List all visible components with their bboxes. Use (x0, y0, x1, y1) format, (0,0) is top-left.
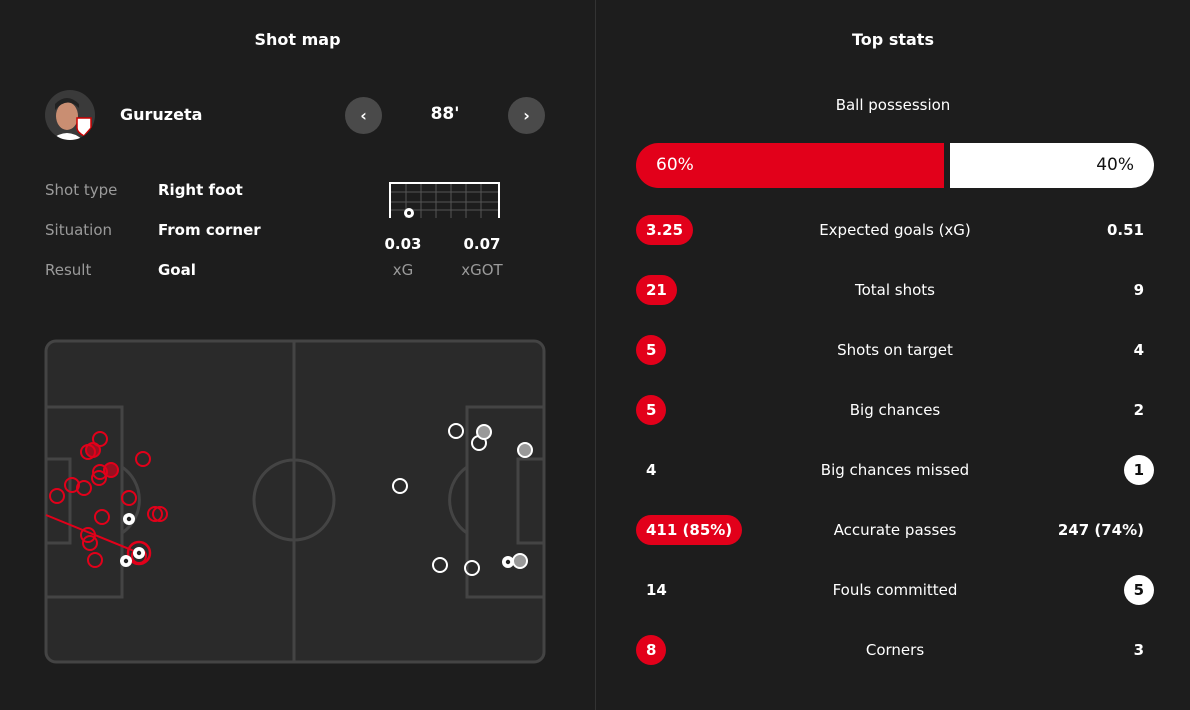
home-shot-marker[interactable] (49, 488, 65, 504)
pitch (44, 339, 546, 664)
ball-pattern (126, 516, 132, 522)
xgot-value: 0.07 (463, 235, 501, 253)
result-value: Goal (158, 261, 196, 279)
stat-row: 21 Total shots 9 (636, 275, 1154, 305)
stat-home-value: 14 (646, 581, 667, 599)
stat-row: 4 Big chances missed 1 (636, 455, 1154, 485)
stat-row: 8 Corners 3 (636, 635, 1154, 665)
situation-label: Situation (45, 221, 113, 239)
possession-away-value: 40% (1096, 155, 1134, 175)
stat-away-value: 9 (1133, 281, 1144, 299)
ball-pattern (123, 558, 129, 564)
away-shot-marker[interactable] (432, 557, 448, 573)
possession-away-fill: 40% (949, 143, 1154, 188)
home-shot-marker[interactable] (76, 480, 92, 496)
away-shot-marker[interactable] (448, 423, 464, 439)
ball-pattern (505, 559, 511, 565)
home-shot-marker[interactable] (92, 464, 108, 480)
stat-away-value: 4 (1133, 341, 1144, 359)
chevron-right-icon: › (523, 106, 530, 125)
panel-divider (595, 0, 596, 710)
xg-label: xG (392, 261, 414, 279)
xg-value: 0.03 (384, 235, 422, 253)
stat-away-value: 0.51 (1106, 221, 1144, 239)
xgot-label: xGOT (461, 261, 503, 279)
away-shot-marker[interactable] (392, 478, 408, 494)
away-shot-on-target-marker[interactable] (517, 442, 533, 458)
home-shot-marker[interactable] (85, 442, 101, 458)
shot-minute: 88' (430, 104, 460, 124)
stat-label: Big chances (849, 401, 941, 419)
home-shot-marker[interactable] (92, 431, 108, 447)
away-shot-on-target-marker[interactable] (476, 424, 492, 440)
ball-icon (404, 208, 414, 218)
home-shot-marker[interactable] (147, 506, 163, 522)
stat-home-value: 4 (646, 461, 657, 479)
stat-away-value: 1 (1123, 455, 1154, 485)
stat-row: 5 Big chances 2 (636, 395, 1154, 425)
possession-home-value: 60% (656, 155, 694, 175)
stat-label: Shots on target (837, 341, 953, 359)
home-shot-marker[interactable] (87, 552, 103, 568)
possession-label: Ball possession (835, 96, 951, 114)
shot-type-value: Right foot (158, 181, 243, 199)
home-shot-marker[interactable] (91, 470, 107, 486)
away-shot-on-target-marker[interactable] (512, 553, 528, 569)
stat-away-value: 5 (1123, 575, 1154, 605)
stat-row: 411 (85%) Accurate passes 247 (74%) (636, 515, 1154, 545)
away-shot-marker[interactable] (464, 560, 480, 576)
next-shot-button[interactable]: › (508, 97, 545, 134)
previous-shot-button[interactable]: ‹ (345, 97, 382, 134)
shot-type-label: Shot type (45, 181, 118, 199)
stat-home-value: 5 (636, 395, 667, 425)
possession-bar: 60% 40% (636, 143, 1154, 188)
stat-row: 3.25 Expected goals (xG) 0.51 (636, 215, 1154, 245)
possession-home-fill: 60% (636, 143, 944, 188)
goal-mouth-diagram (389, 182, 500, 218)
home-shot-marker[interactable] (82, 535, 98, 551)
shot-map-title: Shot map (254, 30, 341, 49)
stat-home-value: 21 (636, 275, 677, 305)
stat-row: 5 Shots on target 4 (636, 335, 1154, 365)
result-label: Result (45, 261, 92, 279)
stat-label: Expected goals (xG) (819, 221, 971, 239)
home-shot-marker[interactable] (152, 506, 168, 522)
player-name[interactable]: Guruzeta (120, 105, 203, 124)
selected-shot-marker[interactable] (126, 540, 152, 566)
stat-row: 14 Fouls committed 5 (636, 575, 1154, 605)
stat-away-value: 247 (74%) (1057, 521, 1144, 539)
shot-trajectory (45, 514, 140, 554)
home-shot-marker[interactable] (121, 490, 137, 506)
stat-label: Accurate passes (833, 521, 957, 539)
home-shot-marker[interactable] (94, 509, 110, 525)
stat-home-value: 5 (636, 335, 667, 365)
stat-home-value: 411 (85%) (636, 515, 743, 545)
home-shot-marker[interactable] (80, 527, 96, 543)
stat-label: Fouls committed (832, 581, 958, 599)
stat-away-value: 2 (1133, 401, 1144, 419)
stat-home-value: 8 (636, 635, 667, 665)
stat-label: Total shots (855, 281, 935, 299)
chevron-left-icon: ‹ (360, 106, 367, 125)
home-shot-marker[interactable] (135, 451, 151, 467)
home-shot-marker[interactable] (64, 477, 80, 493)
situation-value: From corner (158, 221, 261, 239)
stat-home-value: 3.25 (636, 215, 694, 245)
stat-away-value: 3 (1133, 641, 1144, 659)
stat-label: Big chances missed (820, 461, 970, 479)
ball-pattern (136, 550, 142, 556)
top-stats-title: Top stats (852, 30, 934, 49)
stat-label: Corners (865, 641, 925, 659)
